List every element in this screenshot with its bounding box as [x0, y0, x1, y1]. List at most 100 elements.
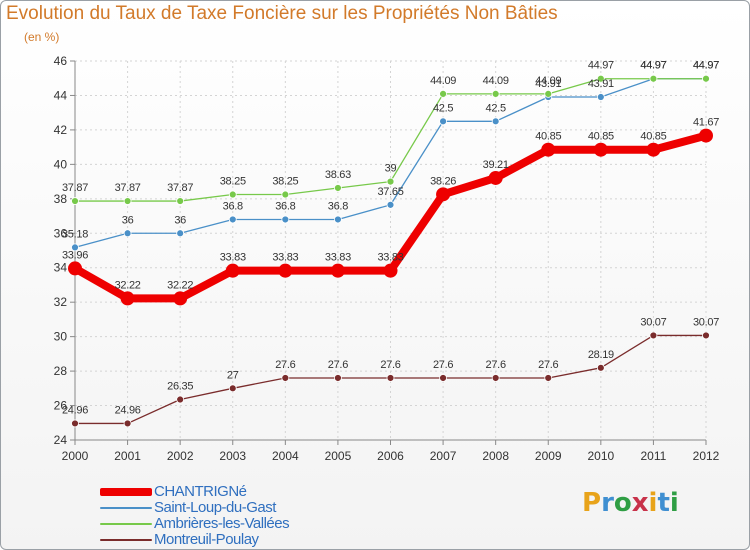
series-layer: [68, 74, 713, 428]
data-point: [386, 374, 395, 382]
data-label: 40.85: [640, 131, 666, 143]
data-point: [491, 117, 500, 126]
data-point: [71, 197, 79, 205]
series-3: [71, 331, 710, 428]
legend-label: CHANTRIGNé: [154, 483, 247, 500]
data-label: 44.97: [640, 60, 666, 72]
data-label: 37.65: [377, 186, 403, 198]
y-tick-label: 42: [54, 123, 68, 137]
data-point: [649, 74, 658, 83]
proxiti-logo: Proxiti: [582, 488, 679, 518]
data-point: [702, 331, 710, 340]
data-label: 33.83: [377, 252, 403, 264]
data-label: 42.5: [433, 102, 453, 114]
y-tick-label: 28: [54, 364, 68, 378]
data-point: [281, 374, 290, 382]
data-label: 44.97: [693, 60, 719, 72]
data-label: 38.25: [272, 176, 298, 188]
x-tick-label: 2011: [641, 449, 667, 463]
data-label: 32.22: [115, 279, 141, 291]
data-label: 44.09: [483, 75, 509, 87]
x-tick-label: 2004: [272, 449, 299, 463]
chart-subtitle: (en %): [24, 30, 60, 44]
data-label: 36.8: [223, 200, 243, 212]
data-label: 27.6: [380, 359, 400, 371]
data-label: 43.91: [588, 78, 614, 90]
x-tick-label: 2006: [377, 449, 404, 463]
data-label: 36.8: [275, 200, 295, 212]
data-label: 33.96: [62, 249, 88, 261]
data-point: [488, 170, 503, 185]
data-point: [383, 263, 398, 278]
data-point: [281, 215, 290, 224]
data-point: [596, 363, 605, 372]
data-point: [491, 90, 500, 98]
x-tick-label: 2008: [482, 449, 509, 463]
data-label: 27.6: [328, 359, 348, 371]
data-point: [228, 190, 237, 199]
data-point: [71, 419, 79, 428]
data-point: [593, 142, 608, 157]
data-label: 38.26: [430, 175, 456, 187]
x-tick-label: 2005: [325, 449, 352, 463]
data-point: [596, 74, 605, 83]
x-tick-label: 2002: [167, 449, 194, 463]
data-label: 24.96: [115, 404, 141, 416]
data-point: [439, 374, 447, 382]
data-point: [491, 374, 500, 382]
x-tick-label: 2012: [693, 449, 720, 463]
data-label: 36: [122, 214, 134, 226]
data-label: 44.97: [640, 60, 666, 72]
data-label: 30.07: [693, 316, 719, 328]
y-tick-label: 32: [54, 295, 68, 309]
data-label: 27.6: [275, 359, 295, 371]
data-label: 44.97: [693, 60, 719, 72]
series-0: [68, 128, 713, 306]
data-point: [649, 331, 658, 340]
data-point: [699, 128, 713, 143]
data-label: 27.6: [538, 359, 558, 371]
data-point: [702, 74, 710, 83]
data-point: [541, 142, 556, 157]
data-label: 40.85: [588, 131, 614, 143]
data-label: 35.18: [62, 228, 88, 240]
logo-letter: i: [669, 488, 679, 518]
data-label: 30.07: [640, 316, 666, 328]
y-tick-label: 46: [54, 54, 68, 68]
data-point: [386, 200, 395, 209]
data-point: [228, 384, 237, 393]
chart-title: Evolution du Taux de Taxe Foncière sur l…: [6, 3, 558, 24]
data-point: [71, 243, 79, 252]
data-point: [646, 142, 661, 157]
data-point: [228, 215, 237, 224]
y-tick-label: 34: [54, 261, 68, 275]
x-tick-label: 2010: [587, 449, 614, 463]
data-point: [334, 184, 342, 192]
x-tick-label: 2000: [62, 449, 89, 463]
legend-swatch: [100, 507, 152, 509]
axes: 24 26 28 30 32 34 36 38 40 42 44 46 2000 2001 2002 2003…: [54, 54, 720, 463]
data-point: [439, 90, 447, 98]
legend-swatch: [100, 523, 152, 525]
data-label: 43.91: [535, 78, 561, 90]
y-tick-label: 30: [54, 330, 68, 344]
data-label: 27.6: [486, 359, 506, 371]
data-point: [334, 215, 342, 224]
data-point: [225, 263, 240, 278]
y-tick-label: 24: [54, 433, 68, 447]
logo-letter: r: [601, 488, 614, 518]
data-point: [278, 263, 293, 278]
logo-letter: i: [648, 488, 658, 518]
data-label: 39.21: [483, 159, 509, 171]
x-tick-label: 2007: [430, 449, 457, 463]
data-point: [68, 261, 82, 276]
y-tick-label: 44: [54, 88, 68, 102]
logo-letter: t: [657, 488, 670, 518]
data-label: 41.67: [693, 117, 719, 129]
data-label: 27.6: [433, 359, 453, 371]
data-label: 39: [385, 163, 397, 175]
data-label: 36: [174, 214, 186, 226]
